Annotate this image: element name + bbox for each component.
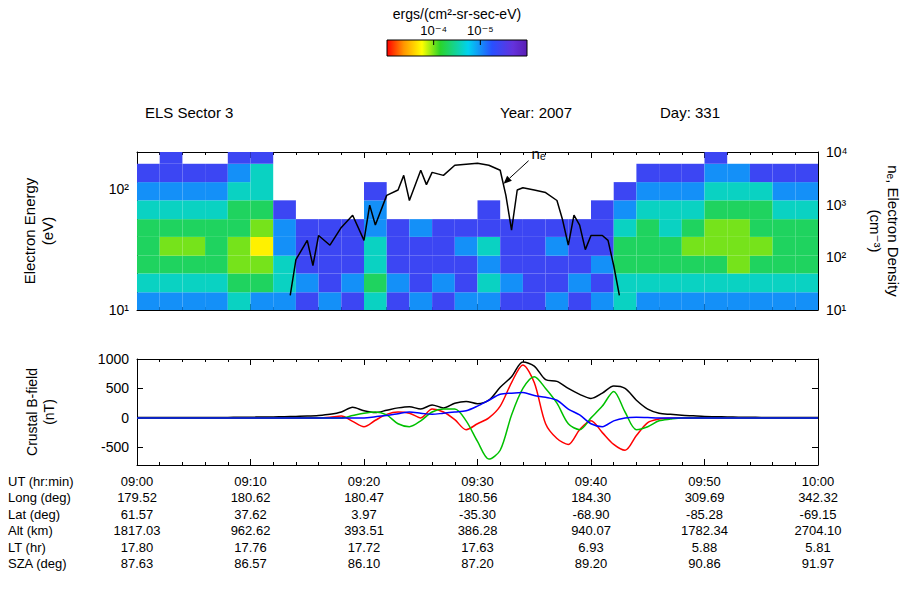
svg-text:10⁻⁵: 10⁻⁵ (467, 23, 494, 38)
svg-text:Day: 331: Day: 331 (660, 104, 720, 121)
svg-text:2704.10: 2704.10 (795, 523, 842, 538)
svg-text:(nT): (nT) (41, 399, 57, 425)
svg-text:309.69: 309.69 (685, 490, 725, 505)
svg-text:-69.15: -69.15 (800, 507, 837, 522)
svg-text:10⁴: 10⁴ (826, 144, 848, 160)
svg-text:86.57: 86.57 (234, 556, 267, 571)
svg-text:6.93: 6.93 (578, 540, 603, 555)
svg-text:87.20: 87.20 (461, 556, 494, 571)
svg-text:10¹: 10¹ (826, 302, 847, 318)
svg-text:1817.03: 1817.03 (114, 523, 161, 538)
svg-text:ELS Sector 3: ELS Sector 3 (145, 104, 233, 121)
svg-text:61.57: 61.57 (121, 507, 154, 522)
svg-text:Electron Energy: Electron Energy (21, 177, 38, 284)
svg-text:Year: 2007: Year: 2007 (500, 104, 572, 121)
svg-text:09:10: 09:10 (234, 474, 267, 489)
svg-text:940.07: 940.07 (571, 523, 611, 538)
svg-text:Lat (deg): Lat (deg) (8, 507, 60, 522)
svg-text:5.88: 5.88 (692, 540, 717, 555)
svg-text:-85.28: -85.28 (686, 507, 723, 522)
svg-text:0: 0 (121, 410, 129, 426)
svg-text:10²: 10² (826, 249, 847, 265)
svg-text:10¹: 10¹ (109, 302, 130, 318)
svg-text:184.30: 184.30 (571, 490, 611, 505)
svg-text:09:50: 09:50 (688, 474, 721, 489)
svg-text:179.52: 179.52 (117, 490, 157, 505)
svg-text:17.80: 17.80 (121, 540, 154, 555)
svg-text:3.97: 3.97 (351, 507, 376, 522)
svg-text:89.20: 89.20 (575, 556, 608, 571)
svg-text:(cm⁻³): (cm⁻³) (867, 210, 884, 253)
svg-text:386.28: 386.28 (458, 523, 498, 538)
svg-text:17.76: 17.76 (234, 540, 267, 555)
svg-text:UT (hr:min): UT (hr:min) (8, 474, 73, 489)
svg-text:09:40: 09:40 (575, 474, 608, 489)
svg-text:962.62: 962.62 (231, 523, 271, 538)
svg-text:nₑ: nₑ (532, 145, 546, 162)
svg-text:91.97: 91.97 (802, 556, 835, 571)
svg-text:87.63: 87.63 (121, 556, 154, 571)
svg-text:17.72: 17.72 (348, 540, 381, 555)
svg-text:5.81: 5.81 (805, 540, 830, 555)
svg-text:Long (deg): Long (deg) (8, 490, 71, 505)
svg-text:09:20: 09:20 (348, 474, 381, 489)
svg-text:SZA (deg): SZA (deg) (8, 556, 67, 571)
svg-text:-68.90: -68.90 (573, 507, 610, 522)
svg-text:-500: -500 (101, 439, 129, 455)
svg-text:nₑ, Electron Density: nₑ, Electron Density (885, 165, 902, 297)
svg-text:09:00: 09:00 (121, 474, 154, 489)
svg-text:180.62: 180.62 (231, 490, 271, 505)
svg-text:17.63: 17.63 (461, 540, 494, 555)
svg-text:10³: 10³ (826, 197, 847, 213)
svg-text:10⁻⁴: 10⁻⁴ (420, 23, 447, 38)
svg-text:Alt (km): Alt (km) (8, 523, 53, 538)
svg-text:180.56: 180.56 (458, 490, 498, 505)
svg-text:86.10: 86.10 (348, 556, 381, 571)
svg-text:ergs/(cm²-sr-sec-eV): ergs/(cm²-sr-sec-eV) (393, 6, 521, 22)
svg-text:-35.30: -35.30 (459, 507, 496, 522)
svg-text:(eV): (eV) (39, 217, 56, 245)
svg-text:1000: 1000 (98, 351, 129, 367)
svg-text:LT (hr): LT (hr) (8, 540, 46, 555)
svg-text:09:30: 09:30 (461, 474, 494, 489)
svg-text:342.32: 342.32 (798, 490, 838, 505)
svg-text:37.62: 37.62 (234, 507, 267, 522)
svg-text:393.51: 393.51 (344, 523, 384, 538)
svg-text:10²: 10² (109, 181, 130, 197)
svg-text:Crustal B-field: Crustal B-field (24, 368, 40, 456)
svg-text:180.47: 180.47 (344, 490, 384, 505)
svg-text:500: 500 (106, 380, 130, 396)
svg-text:90.86: 90.86 (688, 556, 721, 571)
svg-text:10:00: 10:00 (802, 474, 835, 489)
svg-text:1782.34: 1782.34 (681, 523, 728, 538)
